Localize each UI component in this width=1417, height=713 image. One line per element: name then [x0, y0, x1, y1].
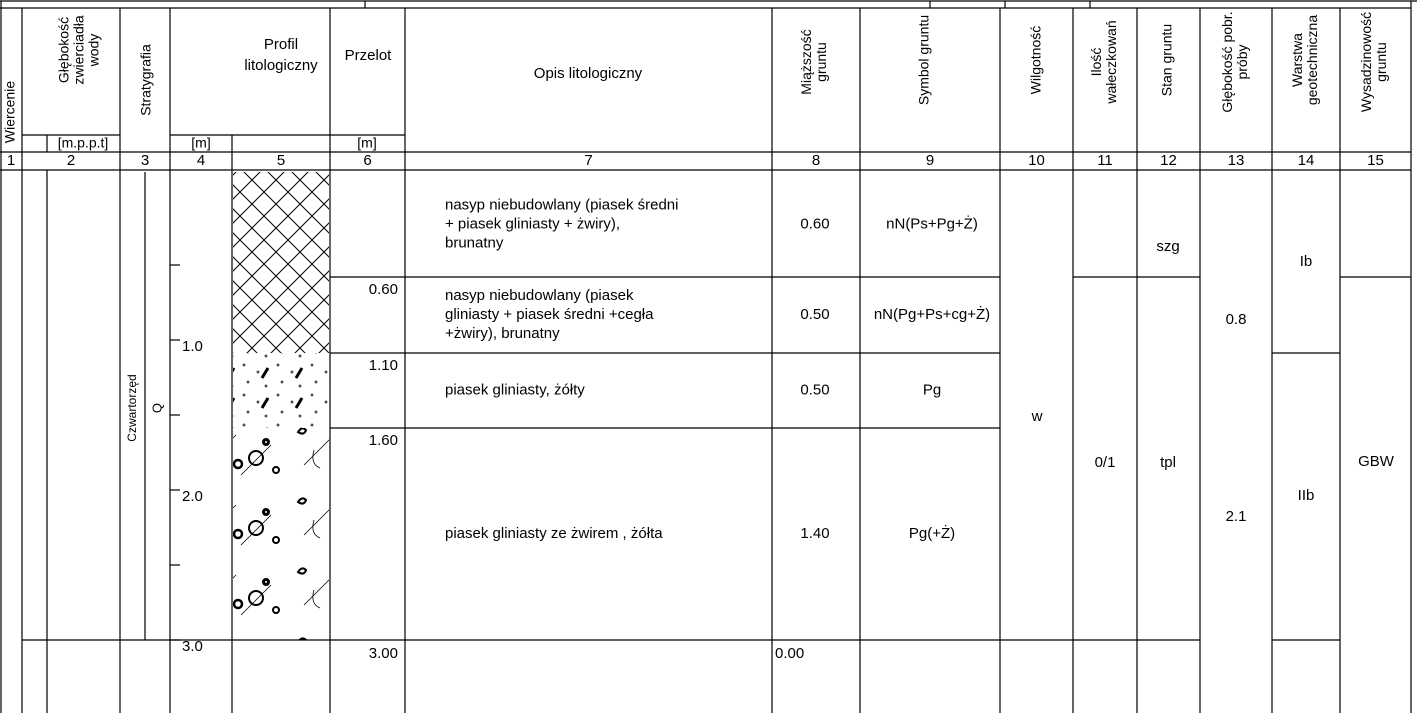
layer-description: nasyp niebudowlany (piasek: [445, 287, 634, 304]
layer-thickness: 0.60: [800, 215, 829, 232]
soil-symbol: nN(Ps+Pg+Ż): [886, 214, 978, 232]
layer-description: piasek gliniasty ze żwirem , żółta: [445, 525, 663, 542]
frost-susceptibility: GBW: [1358, 453, 1395, 470]
stratigraphy: Czwartorzęd: [125, 374, 139, 441]
column-header: Głębokość pobr.: [1219, 11, 1235, 112]
unit-label: [m.p.p.t]: [58, 135, 109, 151]
column-number: 9: [926, 152, 934, 169]
column-header: Opis litologiczny: [534, 65, 643, 82]
layer-thickness: 0.50: [800, 381, 829, 398]
column-header: Ilość: [1088, 48, 1104, 77]
pattern-sand: [233, 353, 329, 428]
column-header: Wysadzinowość: [1358, 12, 1374, 112]
column-number: 7: [584, 152, 592, 169]
column-header: gruntu: [1373, 42, 1389, 82]
soil-symbol: Pg: [923, 381, 941, 398]
column-number: 8: [812, 152, 820, 169]
column-header: geotechniczna: [1304, 15, 1320, 106]
borehole-log: Wiercenie Głębokośćzwierciadławody Stratyg…: [0, 0, 1417, 713]
column-number: 3: [141, 152, 149, 169]
column-header: Stan gruntu: [1159, 24, 1175, 96]
moisture: w: [1031, 408, 1043, 425]
soil-symbol: Pg(+Ż): [909, 524, 955, 542]
column-number: 13: [1228, 152, 1245, 169]
layer-depth: 1.60: [369, 432, 398, 449]
rolling-count: 0/1: [1095, 454, 1116, 471]
column-header: wałeczkowań: [1103, 20, 1119, 104]
column-header: Głębokość: [56, 17, 72, 83]
column-header: Przelot: [345, 47, 393, 64]
column-header: wody: [86, 34, 102, 68]
unit-label: [m]: [191, 135, 210, 151]
layer-depth: 0.60: [369, 281, 398, 298]
bottom-thickness: 0.00: [775, 645, 804, 662]
column-header: Miąższość: [798, 29, 814, 94]
bottom-depth: 3.00: [369, 645, 398, 662]
column-number: 2: [67, 152, 75, 169]
column-header: litologiczny: [244, 57, 318, 74]
column-number: 12: [1160, 152, 1177, 169]
column-number: 5: [277, 152, 285, 169]
column-header: Wiercenie: [2, 81, 18, 143]
column-number: 14: [1298, 152, 1315, 169]
geotech-layer: Ib: [1300, 253, 1313, 270]
column-header: Stratygrafia: [138, 44, 154, 116]
geotech-layer: IIb: [1298, 487, 1315, 504]
column-header: zwierciadła: [71, 15, 87, 84]
layer-description: nasyp niebudowlany (piasek średni: [445, 196, 678, 213]
layer-description: + piasek gliniasty + żwiry),: [445, 215, 620, 232]
layer-description: brunatny: [445, 234, 504, 251]
column-header: próby: [1234, 44, 1250, 79]
column-header: gruntu: [813, 42, 829, 82]
layer-description: +żwiry), brunatny: [445, 325, 560, 342]
sample-depth: 2.1: [1226, 508, 1247, 525]
column-number: 11: [1097, 152, 1113, 169]
layer-thickness: 0.50: [800, 306, 829, 323]
column-header: Wilgotność: [1028, 26, 1044, 94]
soil-state: szg: [1156, 238, 1179, 255]
layer-depth: 1.10: [369, 357, 398, 374]
column-number: 10: [1028, 152, 1045, 169]
depth-scale: 3.0: [182, 638, 203, 655]
layer-description: gliniasty + piasek średni +cegła: [445, 306, 654, 323]
depth-scale: 1.0: [182, 338, 203, 355]
unit-label: [m]: [357, 135, 376, 151]
soil-symbol: nN(Pg+Ps+cg+Ż): [874, 305, 990, 323]
column-number: 6: [363, 152, 371, 169]
column-header: Warstwa: [1289, 33, 1305, 87]
column-number: 1: [7, 152, 15, 169]
layer-thickness: 1.40: [800, 525, 829, 542]
pattern-fill: [233, 172, 329, 353]
page: { "header": { "columns": [ ["Wiercenie"]…: [0, 0, 1417, 713]
soil-state: tpl: [1160, 454, 1176, 471]
column-number: 4: [197, 152, 205, 169]
stratigraphy-symbol: Q: [149, 403, 164, 413]
layer-description: piasek gliniasty, żółty: [445, 381, 585, 398]
sample-depth: 0.8: [1226, 311, 1247, 328]
column-header: Profil: [264, 36, 298, 53]
column-header: Symbol gruntu: [916, 15, 932, 105]
column-number: 15: [1367, 152, 1384, 169]
depth-scale: 2.0: [182, 488, 203, 505]
pattern-gravel: [233, 428, 329, 640]
